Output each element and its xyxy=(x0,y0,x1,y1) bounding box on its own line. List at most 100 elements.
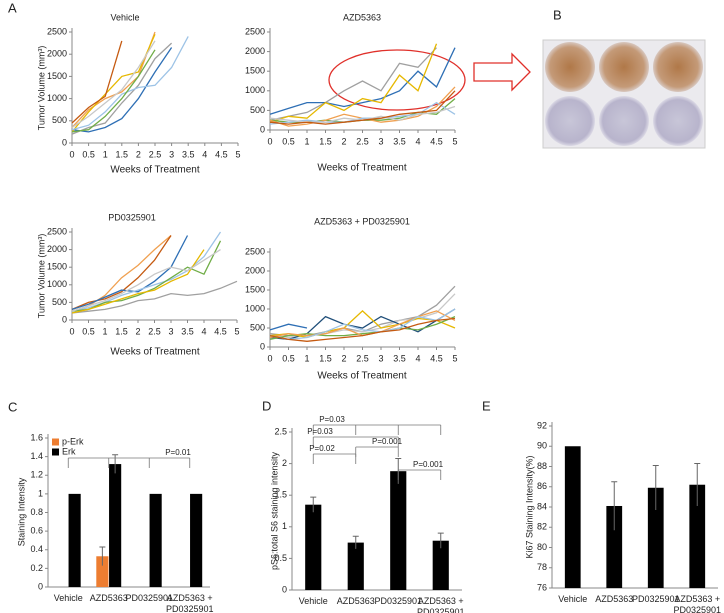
y-tick-label: 1000 xyxy=(47,93,67,103)
highlight-ellipse xyxy=(328,49,466,111)
y-tick-label: 2000 xyxy=(245,46,265,56)
y-tick-label: 0 xyxy=(260,124,265,134)
panel-label: D xyxy=(262,398,271,413)
y-tick-label: 1.2 xyxy=(30,470,43,480)
bar xyxy=(305,504,322,590)
x-tick-label: 5 xyxy=(235,149,240,159)
x-tick-label: 4 xyxy=(201,326,206,336)
chart-title: AZD5363 xyxy=(343,12,381,22)
x-axis-label: Weeks of Treatment xyxy=(317,163,407,174)
y-tick-label: 2500 xyxy=(245,246,265,256)
y-tick-label: 0.6 xyxy=(30,526,43,536)
error-bar xyxy=(99,546,106,566)
y-tick-label: 76 xyxy=(537,582,547,592)
significance-bracket xyxy=(67,457,191,468)
legend-label: p-Erk xyxy=(62,436,84,446)
y-tick-label: 1500 xyxy=(245,66,265,76)
x-tick-label: 4.5 xyxy=(430,136,443,146)
x-tick-label: 0.5 xyxy=(82,326,95,336)
x-tick-label: 4 xyxy=(415,136,420,146)
panel-label: A xyxy=(8,0,17,15)
y-tick-label: 2000 xyxy=(47,244,67,254)
x-tick-label: 3.5 xyxy=(393,353,406,363)
x-tick-label: 5 xyxy=(452,136,457,146)
y-axis-label: Tumor Volume (mm³) xyxy=(36,46,46,131)
bar xyxy=(390,471,407,590)
panel-label: B xyxy=(553,7,562,22)
series-line xyxy=(71,47,173,133)
x-tick-label: AZD5363 + PD0325901 xyxy=(673,594,722,613)
arrow xyxy=(473,52,531,92)
bar xyxy=(96,556,109,587)
x-tick-label: PD0325901 xyxy=(631,594,680,604)
series-line xyxy=(71,36,189,131)
significance-bracket xyxy=(312,424,442,435)
legend-swatch xyxy=(52,448,59,456)
y-tick-label: 1500 xyxy=(245,284,265,294)
x-tick-label: Vehicle xyxy=(558,594,588,604)
y-tick-label: 2500 xyxy=(47,26,67,36)
x-tick-label: AZD5363 + PD0325901 xyxy=(165,593,214,613)
x-tick-label: 2.5 xyxy=(356,353,369,363)
y-tick-label: 78 xyxy=(537,562,547,572)
annotation: P=0.01 xyxy=(165,448,191,457)
panel-label: C xyxy=(8,399,17,414)
y-tick-label: 84 xyxy=(537,501,547,511)
series-line xyxy=(71,49,156,133)
x-tick-label: 1 xyxy=(103,149,108,159)
series-line xyxy=(71,31,156,128)
x-tick-label: AZD5363 + PD0325901 xyxy=(416,596,465,613)
legend-swatch xyxy=(52,438,59,446)
error-bar xyxy=(352,535,359,549)
x-tick-label: 4 xyxy=(415,353,420,363)
bar xyxy=(149,493,162,587)
y-tick-label: 82 xyxy=(537,522,547,532)
x-tick-label: 0 xyxy=(267,136,272,146)
y-tick-label: 1000 xyxy=(47,279,67,289)
x-tick-label: 2.5 xyxy=(148,326,161,336)
x-tick-label: AZD5363 xyxy=(336,596,375,606)
bar xyxy=(689,484,706,588)
y-tick-label: 1000 xyxy=(245,85,265,95)
x-tick-label: 1 xyxy=(304,353,309,363)
y-tick-label: 1500 xyxy=(47,71,67,81)
annotation: P=0.001 xyxy=(413,460,444,469)
x-tick-label: 2 xyxy=(341,136,346,146)
y-tick-label: 0.2 xyxy=(30,563,43,573)
y-tick-label: 90 xyxy=(537,441,547,451)
x-tick-label: 3.5 xyxy=(181,326,194,336)
y-axis-label: pS6:total S6 staining intensity xyxy=(269,451,279,570)
y-tick-label: 88 xyxy=(537,461,547,471)
significance-bracket xyxy=(397,469,442,480)
series-line xyxy=(71,280,238,314)
x-tick-label: 1 xyxy=(304,136,309,146)
x-tick-label: Vehicle xyxy=(298,596,328,606)
bar xyxy=(606,505,623,588)
y-tick-label: 0 xyxy=(38,581,43,591)
series-line xyxy=(71,235,172,310)
bar xyxy=(190,493,203,587)
chart-title: AZD5363 + PD0325901 xyxy=(314,216,410,226)
series-line xyxy=(269,293,456,339)
x-tick-label: 4.5 xyxy=(430,353,443,363)
x-tick-label: 2 xyxy=(136,149,141,159)
x-tick-label: 3 xyxy=(169,149,174,159)
y-tick-label: 2500 xyxy=(245,26,265,36)
y-tick-label: 2.5 xyxy=(274,426,287,436)
legend-label: Erk xyxy=(62,446,76,456)
chart-title: Vehicle xyxy=(110,12,139,22)
x-tick-label: AZD5363 xyxy=(595,594,634,604)
y-tick-label: 80 xyxy=(537,542,547,552)
series-line xyxy=(71,42,173,135)
y-tick-label: 0 xyxy=(260,341,265,351)
x-tick-label: 1.5 xyxy=(319,136,332,146)
y-tick-label: 0.4 xyxy=(30,544,43,554)
x-tick-label: 2 xyxy=(341,353,346,363)
x-tick-label: 2 xyxy=(135,326,140,336)
x-tick-label: 3 xyxy=(168,326,173,336)
series-line xyxy=(71,235,189,311)
x-tick-label: 3 xyxy=(378,353,383,363)
bar xyxy=(647,487,664,588)
tissue-image xyxy=(542,39,706,149)
bar xyxy=(432,540,449,590)
